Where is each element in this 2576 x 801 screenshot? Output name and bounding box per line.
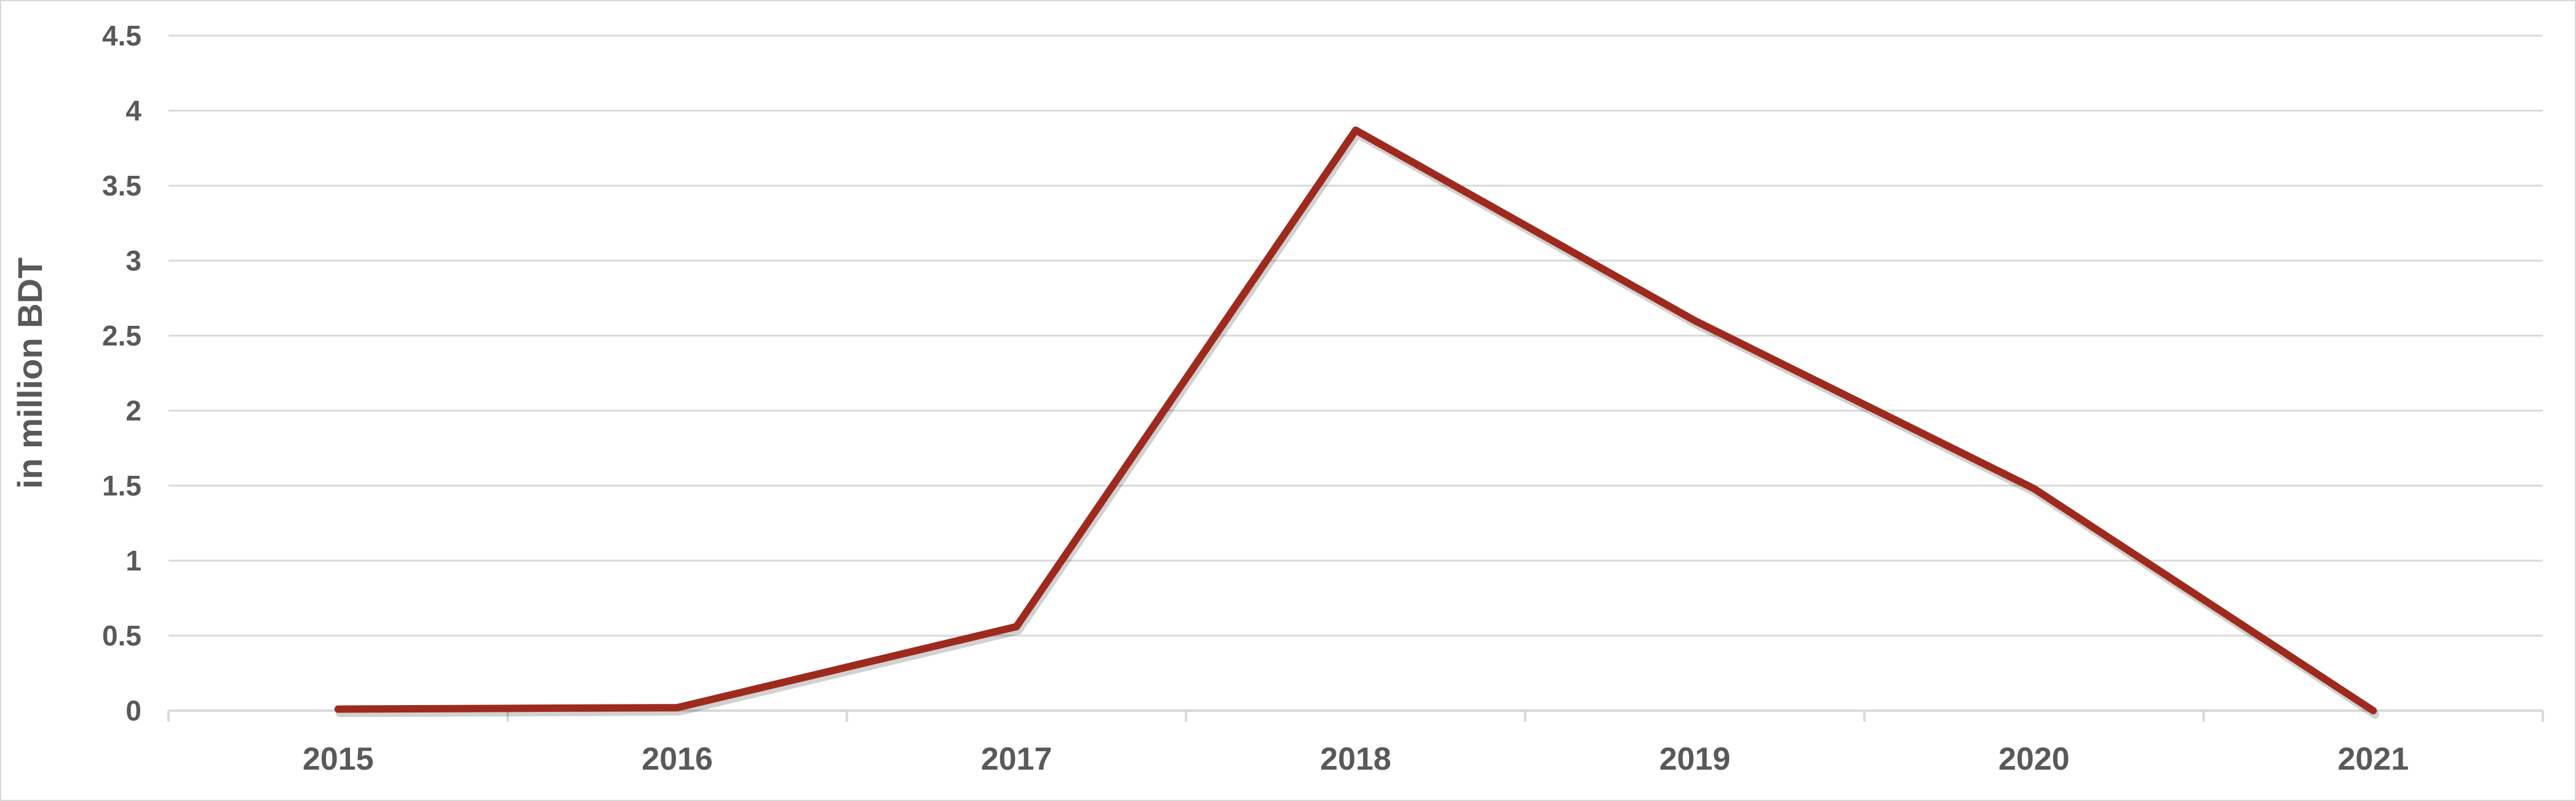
- y-tick-label: 3: [125, 245, 141, 277]
- y-tick-label: 1: [125, 545, 141, 577]
- y-tick-label: 3.5: [102, 170, 141, 202]
- x-tick-label: 2019: [1660, 741, 1731, 777]
- y-tick-label: 2.5: [102, 320, 141, 352]
- x-tick-label: 2017: [981, 741, 1052, 777]
- data-point-2020: [2030, 485, 2038, 492]
- x-tick-label: 2020: [1998, 741, 2070, 777]
- y-tick-label: 4.5: [102, 20, 141, 52]
- series-line-shadow: [335, 129, 2380, 719]
- y-tick-label: 2: [125, 395, 141, 427]
- y-tick-label: 0: [125, 695, 141, 727]
- data-point-2015: [335, 706, 342, 713]
- y-tick-label: 0.5: [102, 620, 141, 652]
- y-tick-label: 1.5: [102, 470, 141, 502]
- gridlines: [169, 34, 2543, 637]
- data-point-2018: [1352, 127, 1359, 134]
- series-line: [334, 126, 2377, 714]
- y-tick-label: 4: [125, 95, 141, 127]
- y-axis-title: in million BDT: [10, 258, 49, 489]
- data-point-2019: [1691, 317, 1698, 325]
- x-tick-label: 2016: [642, 741, 713, 777]
- x-tick-label: 2021: [2337, 741, 2409, 777]
- y-axis-tick-labels: 0 0.5 1 1.5 2 2.5 3 3.5 4 4.5: [102, 20, 141, 727]
- series-layer: [334, 126, 2380, 719]
- x-tick-label: 2015: [303, 741, 374, 777]
- data-point-2016: [674, 704, 681, 711]
- x-axis-tick-labels: 2015 2016 2017 2018 2019 2020 2021: [303, 741, 2409, 777]
- x-tick-label: 2018: [1320, 741, 1391, 777]
- data-point-2017: [1013, 623, 1020, 630]
- data-point-2021: [2369, 707, 2377, 714]
